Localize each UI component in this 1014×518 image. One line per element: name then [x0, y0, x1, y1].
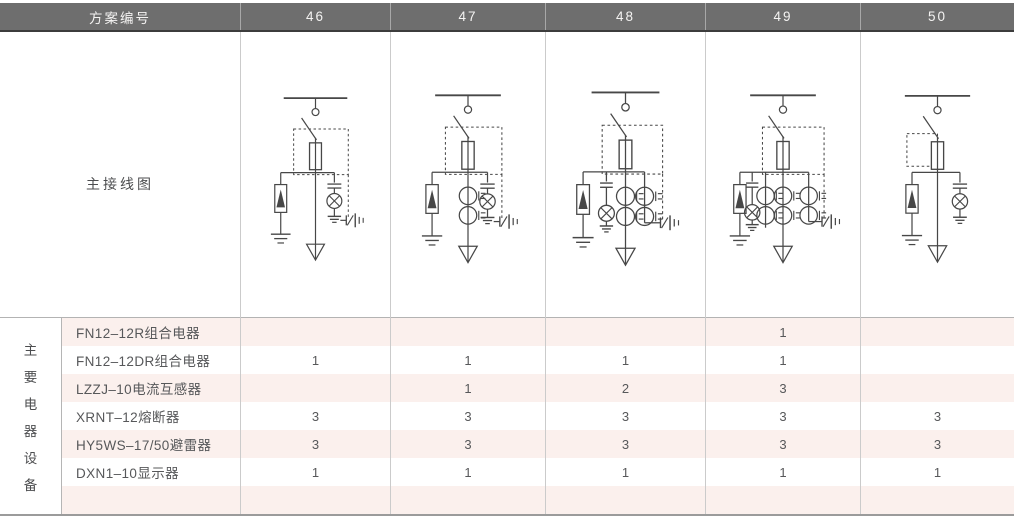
quantity-cell-scheme-47: 3 [390, 430, 545, 458]
single-line-diagram-50 [901, 94, 971, 264]
table-header: 方案编号 46 47 48 49 50 [0, 3, 1014, 32]
equipment-name: HY5WS–17/50避雷器 [62, 430, 240, 458]
single-line-diagram-48 [572, 91, 680, 267]
equipment-name: LZZJ–10电流互感器 [62, 374, 240, 402]
quantity-cell-scheme-48 [545, 486, 705, 514]
quantity-cell-scheme-50: 3 [860, 402, 1014, 430]
quantity-cell-scheme-47: 1 [390, 458, 545, 486]
quantity-cell-scheme-47: 3 [390, 402, 545, 430]
quantity-cell-scheme-46: 3 [240, 402, 390, 430]
equipment-name: FN12–12R组合电器 [62, 318, 240, 346]
quantity-cell-scheme-50 [860, 346, 1014, 374]
single-line-diagram-47 [421, 94, 518, 264]
quantity-cell-scheme-46: 1 [240, 458, 390, 486]
quantity-cell-scheme-49 [705, 486, 860, 514]
equipment-group-label-char: 电 [23, 396, 38, 412]
quantity-cell-scheme-49: 3 [705, 430, 860, 458]
quantity-cell-scheme-47 [390, 486, 545, 514]
quantity-cell-scheme-48: 3 [545, 430, 705, 458]
equipment-group-label-char: 设 [23, 450, 38, 466]
quantity-cell-scheme-50 [860, 486, 1014, 514]
quantity-cell-scheme-50 [860, 374, 1014, 402]
quantity-cell-scheme-49: 3 [705, 402, 860, 430]
single-line-diagram-49 [729, 94, 841, 264]
equipment-group-label-char: 备 [23, 477, 38, 493]
quantity-cell-scheme-48: 1 [545, 458, 705, 486]
single-line-diagram-46 [270, 97, 364, 262]
quantity-cell-scheme-49: 3 [705, 374, 860, 402]
quantity-cell-scheme-50: 3 [860, 430, 1014, 458]
quantity-cell-scheme-49: 1 [705, 318, 860, 346]
quantity-cell-scheme-46: 1 [240, 346, 390, 374]
equipment-name: FN12–12DR组合电器 [62, 346, 240, 374]
quantity-cell-scheme-50 [860, 318, 1014, 346]
header-scheme-label: 方案编号 [89, 10, 151, 26]
quantity-cell-scheme-46 [240, 486, 390, 514]
equipment-table: 主要电器设备 FN12–12R组合电器 1 FN12–12DR组合电器 1 1 1 1 LZZ… [0, 318, 1014, 516]
equipment-group-label-char: 器 [23, 423, 38, 439]
quantity-cell-scheme-47: 1 [390, 346, 545, 374]
quantity-cell-scheme-48 [545, 318, 705, 346]
scheme-column-header-49: 49 [705, 3, 860, 30]
scheme-column-header-48: 48 [545, 3, 705, 30]
quantity-cell-scheme-47: 1 [390, 374, 545, 402]
diagram-row-label: 主接线图 [86, 175, 154, 192]
quantity-cell-scheme-46 [240, 374, 390, 402]
equipment-group-label: 主要电器设备 [0, 318, 62, 514]
diagram-cell-50 [860, 32, 1014, 336]
equipment-name: DXN1–10显示器 [62, 458, 240, 486]
diagram-cell-47 [390, 32, 545, 336]
scheme-column-header-50: 50 [860, 3, 1014, 30]
scheme-column-header-46: 46 [240, 3, 390, 30]
quantity-cell-scheme-50: 1 [860, 458, 1014, 486]
quantity-cell-scheme-48: 2 [545, 374, 705, 402]
quantity-cell-scheme-46: 3 [240, 430, 390, 458]
quantity-cell-scheme-49: 1 [705, 346, 860, 374]
equipment-group-label-char: 要 [23, 369, 38, 385]
diagram-cell-48 [545, 32, 705, 336]
equipment-name [62, 486, 240, 514]
equipment-name: XRNT–12熔断器 [62, 402, 240, 430]
quantity-cell-scheme-48: 1 [545, 346, 705, 374]
equipment-group-label-char: 主 [23, 342, 38, 358]
quantity-cell-scheme-49: 1 [705, 458, 860, 486]
quantity-cell-scheme-47 [390, 318, 545, 346]
diagram-cell-46 [240, 32, 390, 336]
diagram-row: 主接线图 [0, 32, 1014, 336]
diagram-cell-49 [705, 32, 860, 336]
scheme-column-header-47: 47 [390, 3, 545, 30]
quantity-cell-scheme-48: 3 [545, 402, 705, 430]
